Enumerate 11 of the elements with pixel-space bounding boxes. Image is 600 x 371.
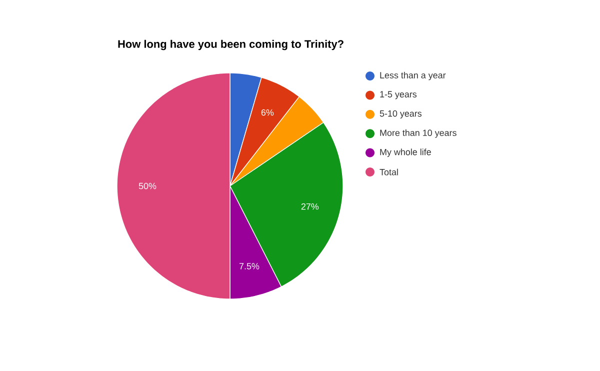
data-label: 7.5% <box>240 263 260 270</box>
legend-label: 1-5 years <box>380 91 417 100</box>
legend-label: 5-10 years <box>380 110 422 118</box>
data-label: 6% <box>261 109 274 116</box>
legend-label: More than 10 years <box>380 129 456 138</box>
legend-label: Total <box>380 168 398 176</box>
legend-label: My whole life <box>380 148 431 157</box>
data-label: 27% <box>301 203 319 210</box>
legend-label: Less than a year <box>380 72 446 80</box>
chart-title: How long have you been coming to Trinity? <box>118 40 344 50</box>
data-label: 50% <box>138 182 156 190</box>
